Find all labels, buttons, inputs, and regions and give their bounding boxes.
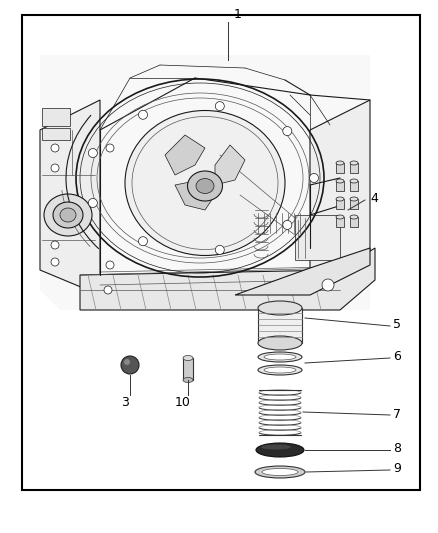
Circle shape <box>322 279 334 291</box>
Polygon shape <box>165 135 205 175</box>
Text: 7: 7 <box>393 408 401 421</box>
Circle shape <box>124 359 130 365</box>
Bar <box>22 15 420 490</box>
Bar <box>350 217 358 227</box>
Circle shape <box>138 237 148 246</box>
Ellipse shape <box>264 354 296 360</box>
Circle shape <box>51 258 59 266</box>
Text: 3: 3 <box>121 395 129 408</box>
Polygon shape <box>80 248 375 310</box>
Ellipse shape <box>53 202 83 228</box>
Ellipse shape <box>258 352 302 362</box>
Bar <box>42 108 70 126</box>
Ellipse shape <box>336 179 344 183</box>
Ellipse shape <box>196 179 214 193</box>
Circle shape <box>88 149 97 158</box>
Ellipse shape <box>183 356 193 360</box>
Bar <box>295 215 340 260</box>
Bar <box>336 217 344 227</box>
Polygon shape <box>310 100 370 295</box>
Ellipse shape <box>350 197 358 201</box>
Circle shape <box>88 198 97 207</box>
Ellipse shape <box>256 443 304 457</box>
Text: 8: 8 <box>393 442 401 456</box>
Ellipse shape <box>336 161 344 165</box>
Bar <box>336 181 344 191</box>
Bar <box>350 199 358 209</box>
Bar <box>258 308 302 343</box>
Ellipse shape <box>261 445 291 449</box>
Ellipse shape <box>350 161 358 165</box>
Ellipse shape <box>258 365 302 375</box>
Circle shape <box>51 241 59 249</box>
Bar <box>42 128 70 140</box>
Polygon shape <box>40 55 370 310</box>
Ellipse shape <box>336 215 344 219</box>
Ellipse shape <box>60 208 76 222</box>
Circle shape <box>215 102 224 111</box>
Circle shape <box>283 221 292 229</box>
Text: 1: 1 <box>234 7 242 20</box>
Text: 10: 10 <box>175 395 191 408</box>
Ellipse shape <box>262 469 298 475</box>
Bar <box>350 181 358 191</box>
Text: 6: 6 <box>393 351 401 364</box>
Bar <box>336 163 344 173</box>
Polygon shape <box>175 180 215 210</box>
Bar <box>350 163 358 173</box>
Circle shape <box>138 110 148 119</box>
Ellipse shape <box>187 171 223 201</box>
Circle shape <box>106 144 114 152</box>
Ellipse shape <box>336 197 344 201</box>
Ellipse shape <box>44 194 92 236</box>
Ellipse shape <box>258 301 302 315</box>
Circle shape <box>106 261 114 269</box>
Text: 5: 5 <box>393 319 401 332</box>
Circle shape <box>121 356 139 374</box>
Circle shape <box>104 286 112 294</box>
Ellipse shape <box>258 336 302 350</box>
Circle shape <box>215 245 224 254</box>
Bar <box>183 358 193 380</box>
Text: 4: 4 <box>370 191 378 205</box>
Ellipse shape <box>125 110 285 255</box>
Circle shape <box>310 174 318 182</box>
Ellipse shape <box>183 377 193 383</box>
Text: 9: 9 <box>393 463 401 475</box>
Circle shape <box>51 164 59 172</box>
Bar <box>336 199 344 209</box>
Polygon shape <box>215 145 245 185</box>
Circle shape <box>51 144 59 152</box>
Ellipse shape <box>255 466 305 478</box>
Ellipse shape <box>264 367 296 373</box>
Circle shape <box>283 127 292 135</box>
Ellipse shape <box>350 215 358 219</box>
Ellipse shape <box>350 179 358 183</box>
Polygon shape <box>40 100 100 295</box>
Polygon shape <box>235 248 370 295</box>
